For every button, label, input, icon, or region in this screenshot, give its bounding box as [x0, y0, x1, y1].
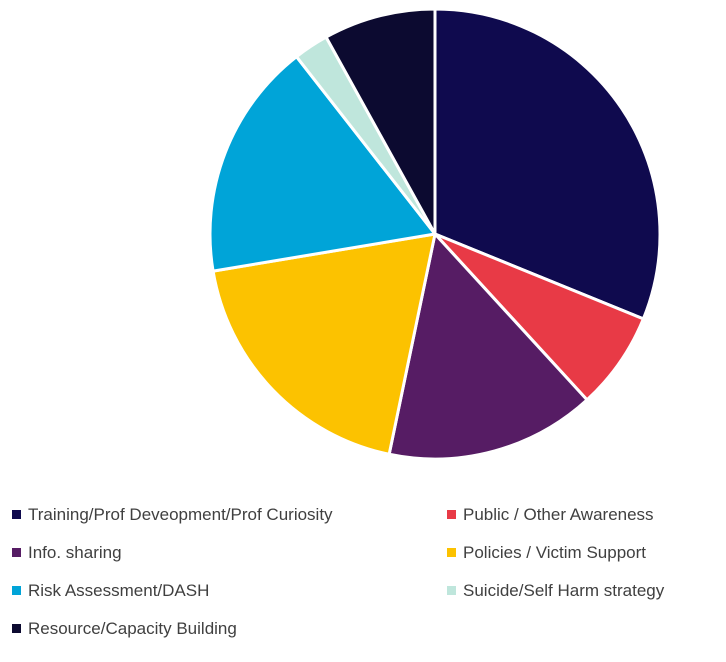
legend-label: Public / Other Awareness [463, 505, 654, 524]
legend-label: Resource/Capacity Building [28, 619, 237, 638]
legend-item: Training/Prof Deveopment/Prof Curiosity [12, 505, 333, 524]
pie-slice-1 [433, 7, 662, 321]
pie-slices [208, 7, 662, 461]
legend-item: Risk Assessment/DASH [12, 581, 209, 600]
legend-item: Public / Other Awareness [447, 505, 654, 524]
legend-label: Info. sharing [28, 543, 122, 562]
pie-slice-7 [324, 7, 437, 236]
pie-slice-5 [208, 55, 437, 273]
legend-label: Training/Prof Deveopment/Prof Curiosity [28, 505, 333, 524]
legend-swatch [447, 586, 456, 595]
legend-label: Policies / Victim Support [463, 543, 646, 562]
legend-swatch [447, 548, 456, 557]
legend: Training/Prof Deveopment/Prof Curiosity P… [12, 505, 665, 638]
legend-label: Risk Assessment/DASH [28, 581, 209, 600]
legend-swatch [12, 510, 21, 519]
legend-swatch [447, 510, 456, 519]
legend-item: Policies / Victim Support [447, 543, 646, 562]
pie-slice-4 [211, 232, 437, 456]
legend-swatch [12, 586, 21, 595]
legend-item: Info. sharing [12, 543, 122, 562]
legend-label: Suicide/Self Harm strategy [463, 581, 665, 600]
pie-slice-3 [387, 232, 589, 461]
legend-swatch [12, 548, 21, 557]
legend-swatch [12, 624, 21, 633]
legend-item: Suicide/Self Harm strategy [447, 581, 665, 600]
legend-item: Resource/Capacity Building [12, 619, 237, 638]
